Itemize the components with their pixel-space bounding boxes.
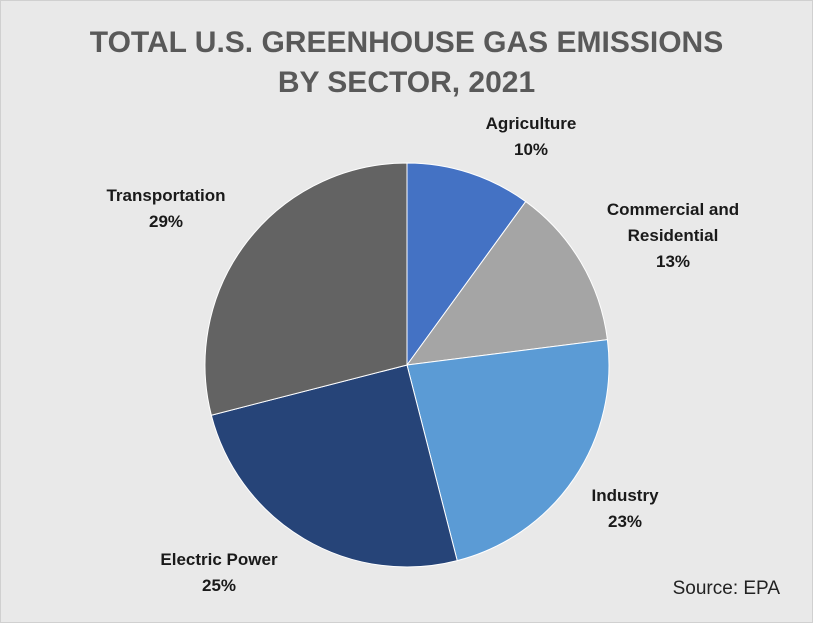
slice-label-agriculture: Agriculture 10%	[421, 111, 641, 163]
pie-slice-electric-power	[210, 364, 458, 568]
chart-title-line-1: TOTAL U.S. GREENHOUSE GAS EMISSIONS	[89, 26, 724, 59]
slice-name-agriculture: Agriculture	[485, 114, 577, 133]
slice-name-commercial-line-2: Residential	[627, 226, 719, 245]
pie-slice-commercial-and-residential	[405, 200, 608, 366]
slice-label-transportation: Transportation 29%	[56, 183, 276, 235]
chart-title: TOTAL U.S. GREENHOUSE GAS EMISSIONS BY S…	[1, 23, 812, 103]
pie-slice-industry	[406, 339, 610, 562]
source-note: Source: EPA	[672, 578, 780, 599]
slice-name-electric-power: Electric Power	[160, 550, 278, 569]
pie-slice-agriculture	[406, 162, 527, 367]
pie-slice-transportation	[204, 162, 408, 416]
slice-name-industry: Industry	[591, 486, 659, 505]
slice-name-transportation: Transportation	[106, 186, 226, 205]
slice-label-industry: Industry 23%	[515, 483, 735, 535]
slice-value-commercial: 13%	[655, 252, 691, 271]
chart-title-line-2: BY SECTOR, 2021	[277, 66, 536, 99]
slice-label-electric-power: Electric Power 25%	[109, 547, 329, 599]
slice-value-electric-power: 25%	[201, 576, 237, 595]
slice-value-agriculture: 10%	[513, 140, 549, 159]
slice-name-commercial-line-1: Commercial and	[606, 200, 740, 219]
slice-value-industry: 23%	[607, 512, 643, 531]
slice-value-transportation: 29%	[148, 212, 184, 231]
slice-label-commercial-residential: Commercial and Residential 13%	[563, 197, 783, 275]
